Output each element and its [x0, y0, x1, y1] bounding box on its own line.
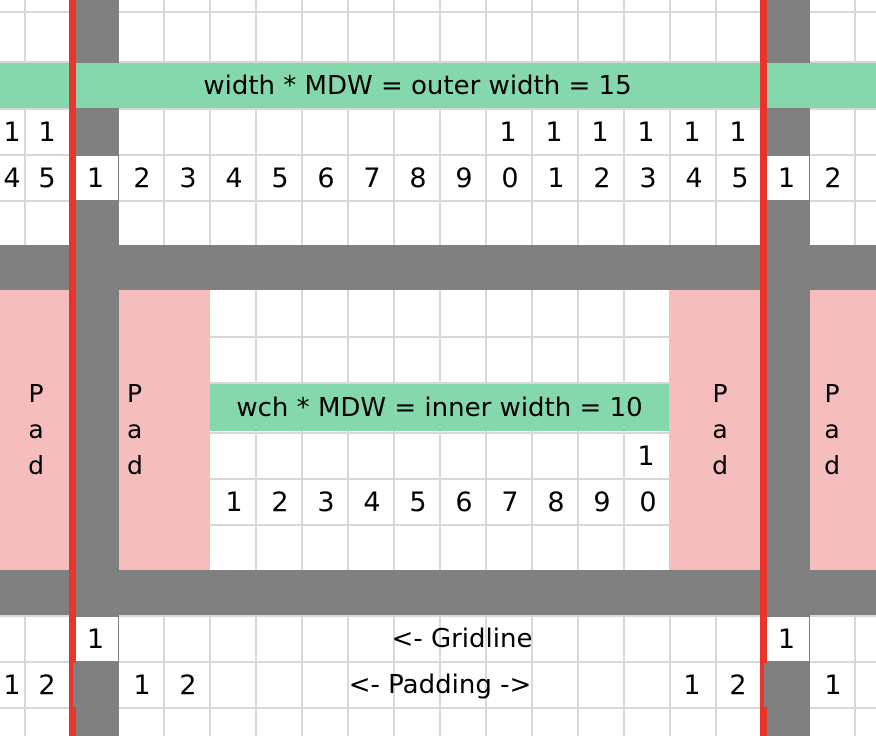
inner-ruler-units: 8: [547, 486, 565, 518]
gridline-band-bottom: [0, 570, 876, 615]
ruler-cell-white-right: [764, 156, 809, 200]
outer-ruler-tens: 1: [38, 116, 56, 148]
outer-ruler-units: 2: [824, 162, 842, 194]
grid-rule-h: [210, 382, 669, 384]
pad-label-inner-right: P a d: [700, 300, 740, 560]
pad-letter: P: [824, 378, 840, 408]
inner-ruler-tens: 1: [637, 440, 655, 472]
outer-ruler-units: 2: [133, 162, 151, 194]
grid-rule-h: [0, 11, 876, 13]
outer-ruler-tens: 1: [545, 116, 563, 148]
outer-width-banner: [0, 63, 876, 108]
pad-letter: d: [127, 451, 143, 481]
padding-block-inner-left: [119, 290, 210, 570]
pad-letter: a: [127, 414, 143, 444]
inner-ruler-units: 4: [363, 486, 381, 518]
bottom-gridline-count-right: 1: [777, 623, 796, 655]
grid-rule-h: [0, 707, 876, 709]
pad-letter: d: [712, 451, 728, 481]
outer-ruler-units: 5: [731, 162, 749, 194]
outer-ruler-units: 1: [86, 162, 105, 194]
grid-rule-h: [0, 661, 876, 663]
outer-ruler-tens: 1: [499, 116, 517, 148]
inner-ruler-units: 1: [225, 486, 243, 518]
inner-width-banner-label: wch * MDW = inner width = 10: [236, 392, 643, 423]
bottom-gridline-count-left: 1: [86, 623, 105, 655]
outer-ruler-tens: 1: [3, 116, 21, 148]
bottom-cell-white-right: [764, 617, 809, 661]
bottom-padding-count: 1: [683, 669, 701, 701]
grid-rule-h: [210, 524, 669, 526]
inner-ruler-units: 7: [501, 486, 519, 518]
outer-width-banner-label: width * MDW = outer width = 15: [203, 70, 632, 101]
pad-letter: P: [712, 378, 728, 408]
outer-ruler-units: 3: [639, 162, 657, 194]
inner-ruler-units: 5: [409, 486, 427, 518]
pad-letter: a: [712, 414, 728, 444]
grid-rule-h: [0, 108, 876, 110]
outer-ruler-tens: 1: [683, 116, 701, 148]
padding-block-inner-right: [669, 290, 763, 570]
bottom-padding-count: 2: [38, 669, 56, 701]
inner-ruler-units: 6: [455, 486, 473, 518]
grid-rule-h: [0, 200, 876, 202]
inner-ruler-units: 0: [639, 486, 657, 518]
outer-ruler-tens: 1: [729, 116, 747, 148]
pad-letter: P: [127, 378, 143, 408]
bottom-cell-white-left: [73, 617, 118, 661]
ruler-cell-white-left: [73, 156, 118, 200]
pad-letter: a: [28, 414, 44, 444]
inner-ruler-units: 2: [271, 486, 289, 518]
outer-ruler-units: 5: [38, 162, 56, 194]
outer-ruler-units: 1: [547, 162, 565, 194]
outer-ruler-units: 1: [777, 162, 796, 194]
figure-boundary-line-right: [760, 0, 767, 736]
pad-letter: d: [28, 451, 44, 481]
gridline-annotation: <- Gridline: [391, 624, 533, 654]
pad-label-outer-left: P a d: [0, 300, 72, 560]
bottom-padding-count: 2: [179, 669, 197, 701]
pad-letter: P: [28, 378, 44, 408]
outer-ruler-units: 3: [179, 162, 197, 194]
outer-ruler-units: 7: [363, 162, 381, 194]
outer-ruler-units: 4: [3, 162, 21, 194]
outer-ruler-units: 9: [455, 162, 473, 194]
grid-rule-h: [210, 478, 669, 480]
padding-row-gutter-left: [73, 663, 118, 707]
grid-rule-h: [210, 336, 669, 338]
outer-ruler-tens: 1: [591, 116, 609, 148]
outer-ruler-units: 5: [271, 162, 289, 194]
bottom-padding-count: 1: [133, 669, 151, 701]
gridline-band-top: [0, 245, 876, 290]
padding-annotation: <- Padding ->: [348, 670, 532, 700]
grid-rule-h: [0, 61, 876, 63]
inner-ruler-units: 3: [317, 486, 335, 518]
pad-label-inner-left: P a d: [119, 300, 179, 560]
outer-ruler-units: 0: [501, 162, 519, 194]
bottom-padding-count: 1: [824, 669, 842, 701]
outer-ruler-units: 2: [593, 162, 611, 194]
outer-ruler-units: 4: [225, 162, 243, 194]
padding-row-gutter-right: [764, 663, 809, 707]
grid-rule-h: [0, 154, 876, 156]
pad-letter: a: [824, 414, 840, 444]
padding-block-outer-right: [810, 290, 876, 570]
outer-ruler-units: 4: [685, 162, 703, 194]
inner-width-banner: [210, 384, 669, 431]
pad-label-outer-right: P a d: [810, 300, 854, 560]
bottom-padding-count: 2: [729, 669, 747, 701]
bottom-padding-count: 1: [3, 669, 21, 701]
inner-ruler-units: 9: [593, 486, 611, 518]
outer-ruler-units: 8: [409, 162, 427, 194]
pad-letter: d: [824, 451, 840, 481]
grid-rule-h: [0, 615, 876, 617]
grid-rule-h: [210, 432, 669, 434]
outer-ruler-tens: 1: [637, 116, 655, 148]
outer-ruler-units: 6: [317, 162, 335, 194]
figure-boundary-line-left: [69, 0, 76, 736]
padding-block-outer-left: [0, 290, 72, 570]
